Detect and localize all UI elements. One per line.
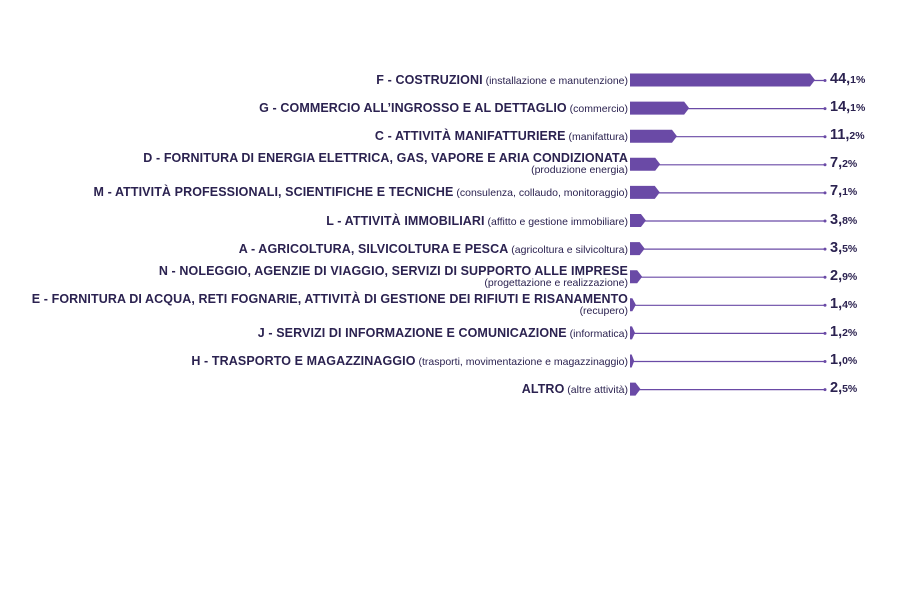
value-decimal: 5%	[842, 383, 858, 396]
bar	[630, 298, 636, 312]
category-name: N - NOLEGGIO, AGENZIE DI VIAGGIO, SERVIZ…	[158, 263, 628, 278]
line-end-marker	[823, 79, 827, 82]
category-name: E - FORNITURA DI ACQUA, RETI FOGNARIE, A…	[31, 291, 628, 306]
value-integer: 44,	[830, 71, 851, 87]
value-decimal: 2%	[842, 158, 858, 171]
value-integer: 1,	[830, 295, 843, 312]
category-detail: (progettazione e realizzazione)	[484, 276, 628, 289]
category-label: H - TRASPORTO E MAGAZZINAGGIO (trasporti…	[191, 353, 628, 370]
line-end-marker	[823, 275, 827, 279]
value-label: 14,1%	[830, 99, 865, 115]
value-integer: 1,	[830, 323, 843, 340]
value-decimal: 0%	[842, 355, 858, 367]
category-label: L - ATTIVITÀ IMMOBILIARI (affitto e gest…	[326, 213, 628, 230]
value-integer: 3,	[830, 239, 843, 256]
value-integer: 2,	[830, 267, 843, 284]
value-integer: 14,	[830, 99, 851, 116]
value-label: 44,1%	[830, 71, 865, 87]
category-label: A - AGRICOLTURA, SILVICOLTURA E PESCA (a…	[239, 241, 628, 258]
line-end-marker	[823, 219, 827, 223]
value-label: 3,5%	[830, 240, 857, 256]
bar	[630, 242, 645, 256]
category-name: ALTRO	[521, 382, 565, 397]
value-integer: 7,	[830, 183, 843, 200]
value-decimal: 4%	[842, 298, 858, 311]
value-integer: 3,	[830, 211, 843, 228]
category-detail: (altre attività)	[564, 384, 628, 397]
category-label: M - ATTIVITÀ PROFESSIONALI, SCIENTIFICHE…	[93, 184, 628, 201]
category-detail: (commercio)	[566, 103, 628, 116]
value-decimal: 9%	[842, 270, 858, 283]
category-name: C - ATTIVITÀ MANIFATTURIERE	[374, 129, 566, 144]
value-integer: 11,	[830, 127, 850, 144]
category-name: H - TRASPORTO E MAGAZZINAGGIO	[191, 354, 416, 368]
line-end-marker	[823, 303, 827, 307]
value-integer: 1,	[830, 352, 843, 368]
category-detail: (installazione e manutenzione)	[482, 75, 628, 87]
category-name: F - COSTRUZIONI	[376, 73, 483, 87]
category-name: G - COMMERCIO ALL’INGROSSO E AL DETTAGLI…	[259, 101, 567, 116]
value-label: 1,2%	[830, 324, 857, 340]
category-detail: (consulenza, collaudo, monitoraggio)	[453, 187, 628, 200]
value-label: 1,0%	[830, 352, 857, 368]
category-name: L - ATTIVITÀ IMMOBILIARI	[326, 213, 485, 228]
category-detail: (produzione energia)	[531, 164, 628, 177]
line-end-marker	[823, 360, 827, 363]
category-detail: (manifattura)	[565, 131, 628, 144]
value-decimal: 5%	[842, 242, 858, 255]
value-label: 11,2%	[830, 127, 865, 143]
bar	[630, 73, 815, 87]
bar	[630, 214, 646, 227]
category-label: D - FORNITURA DI ENERGIA ELETTRICA, GAS,…	[143, 151, 628, 176]
line-end-marker	[823, 107, 827, 111]
bar	[630, 101, 690, 115]
value-label: 3,8%	[830, 212, 857, 228]
category-detail: (trasporti, movimentazione e magazzinagg…	[415, 356, 628, 368]
value-decimal: 1%	[850, 102, 866, 115]
category-detail: (recupero)	[579, 304, 628, 317]
bar	[630, 270, 643, 284]
category-detail: (affitto e gestione immobiliare)	[484, 215, 628, 228]
category-name: J - SERVIZI DI INFORMAZIONE E COMUNICAZI…	[257, 325, 567, 340]
category-detail: (agricoltura e silvicoltura)	[508, 243, 628, 256]
value-integer: 2,	[830, 380, 843, 397]
value-decimal: 2%	[842, 326, 858, 339]
category-label: C - ATTIVITÀ MANIFATTURIERE (manifattura…	[375, 128, 628, 145]
category-label: ALTRO (altre attività)	[522, 381, 628, 398]
category-label: N - NOLEGGIO, AGENZIE DI VIAGGIO, SERVIZ…	[159, 264, 628, 289]
category-label: F - COSTRUZIONI (installazione e manuten…	[376, 72, 628, 89]
value-decimal: 8%	[842, 214, 858, 227]
category-label: G - COMMERCIO ALL’INGROSSO E AL DETTAGLI…	[259, 100, 628, 117]
line-end-marker	[823, 135, 827, 139]
bar	[630, 157, 661, 171]
category-detail: (informatica)	[566, 327, 628, 340]
bar	[630, 326, 636, 340]
value-decimal: 1%	[850, 74, 866, 86]
category-label: J - SERVIZI DI INFORMAZIONE E COMUNICAZI…	[258, 325, 628, 342]
bar	[630, 129, 677, 143]
value-label: 1,4%	[830, 296, 857, 312]
line-end-marker	[823, 247, 827, 251]
line-end-marker	[823, 191, 827, 195]
value-label: 7,1%	[830, 183, 857, 199]
bar	[630, 354, 635, 368]
value-decimal: 1%	[842, 186, 858, 199]
line-end-marker	[823, 331, 827, 335]
category-label: E - FORNITURA DI ACQUA, RETI FOGNARIE, A…	[32, 292, 628, 317]
value-label: 2,5%	[830, 380, 857, 396]
value-label: 2,9%	[830, 268, 857, 284]
bar	[630, 382, 641, 396]
value-label: 7,2%	[830, 155, 857, 171]
value-integer: 7,	[830, 155, 843, 172]
value-decimal: 2%	[849, 130, 865, 143]
line-end-marker	[823, 388, 827, 392]
category-name: A - AGRICOLTURA, SILVICOLTURA E PESCA	[238, 241, 509, 256]
line-end-marker	[823, 163, 827, 167]
bar	[630, 185, 660, 199]
category-name: D - FORNITURA DI ENERGIA ELETTRICA, GAS,…	[143, 151, 628, 166]
category-name: M - ATTIVITÀ PROFESSIONALI, SCIENTIFICHE…	[93, 185, 454, 200]
